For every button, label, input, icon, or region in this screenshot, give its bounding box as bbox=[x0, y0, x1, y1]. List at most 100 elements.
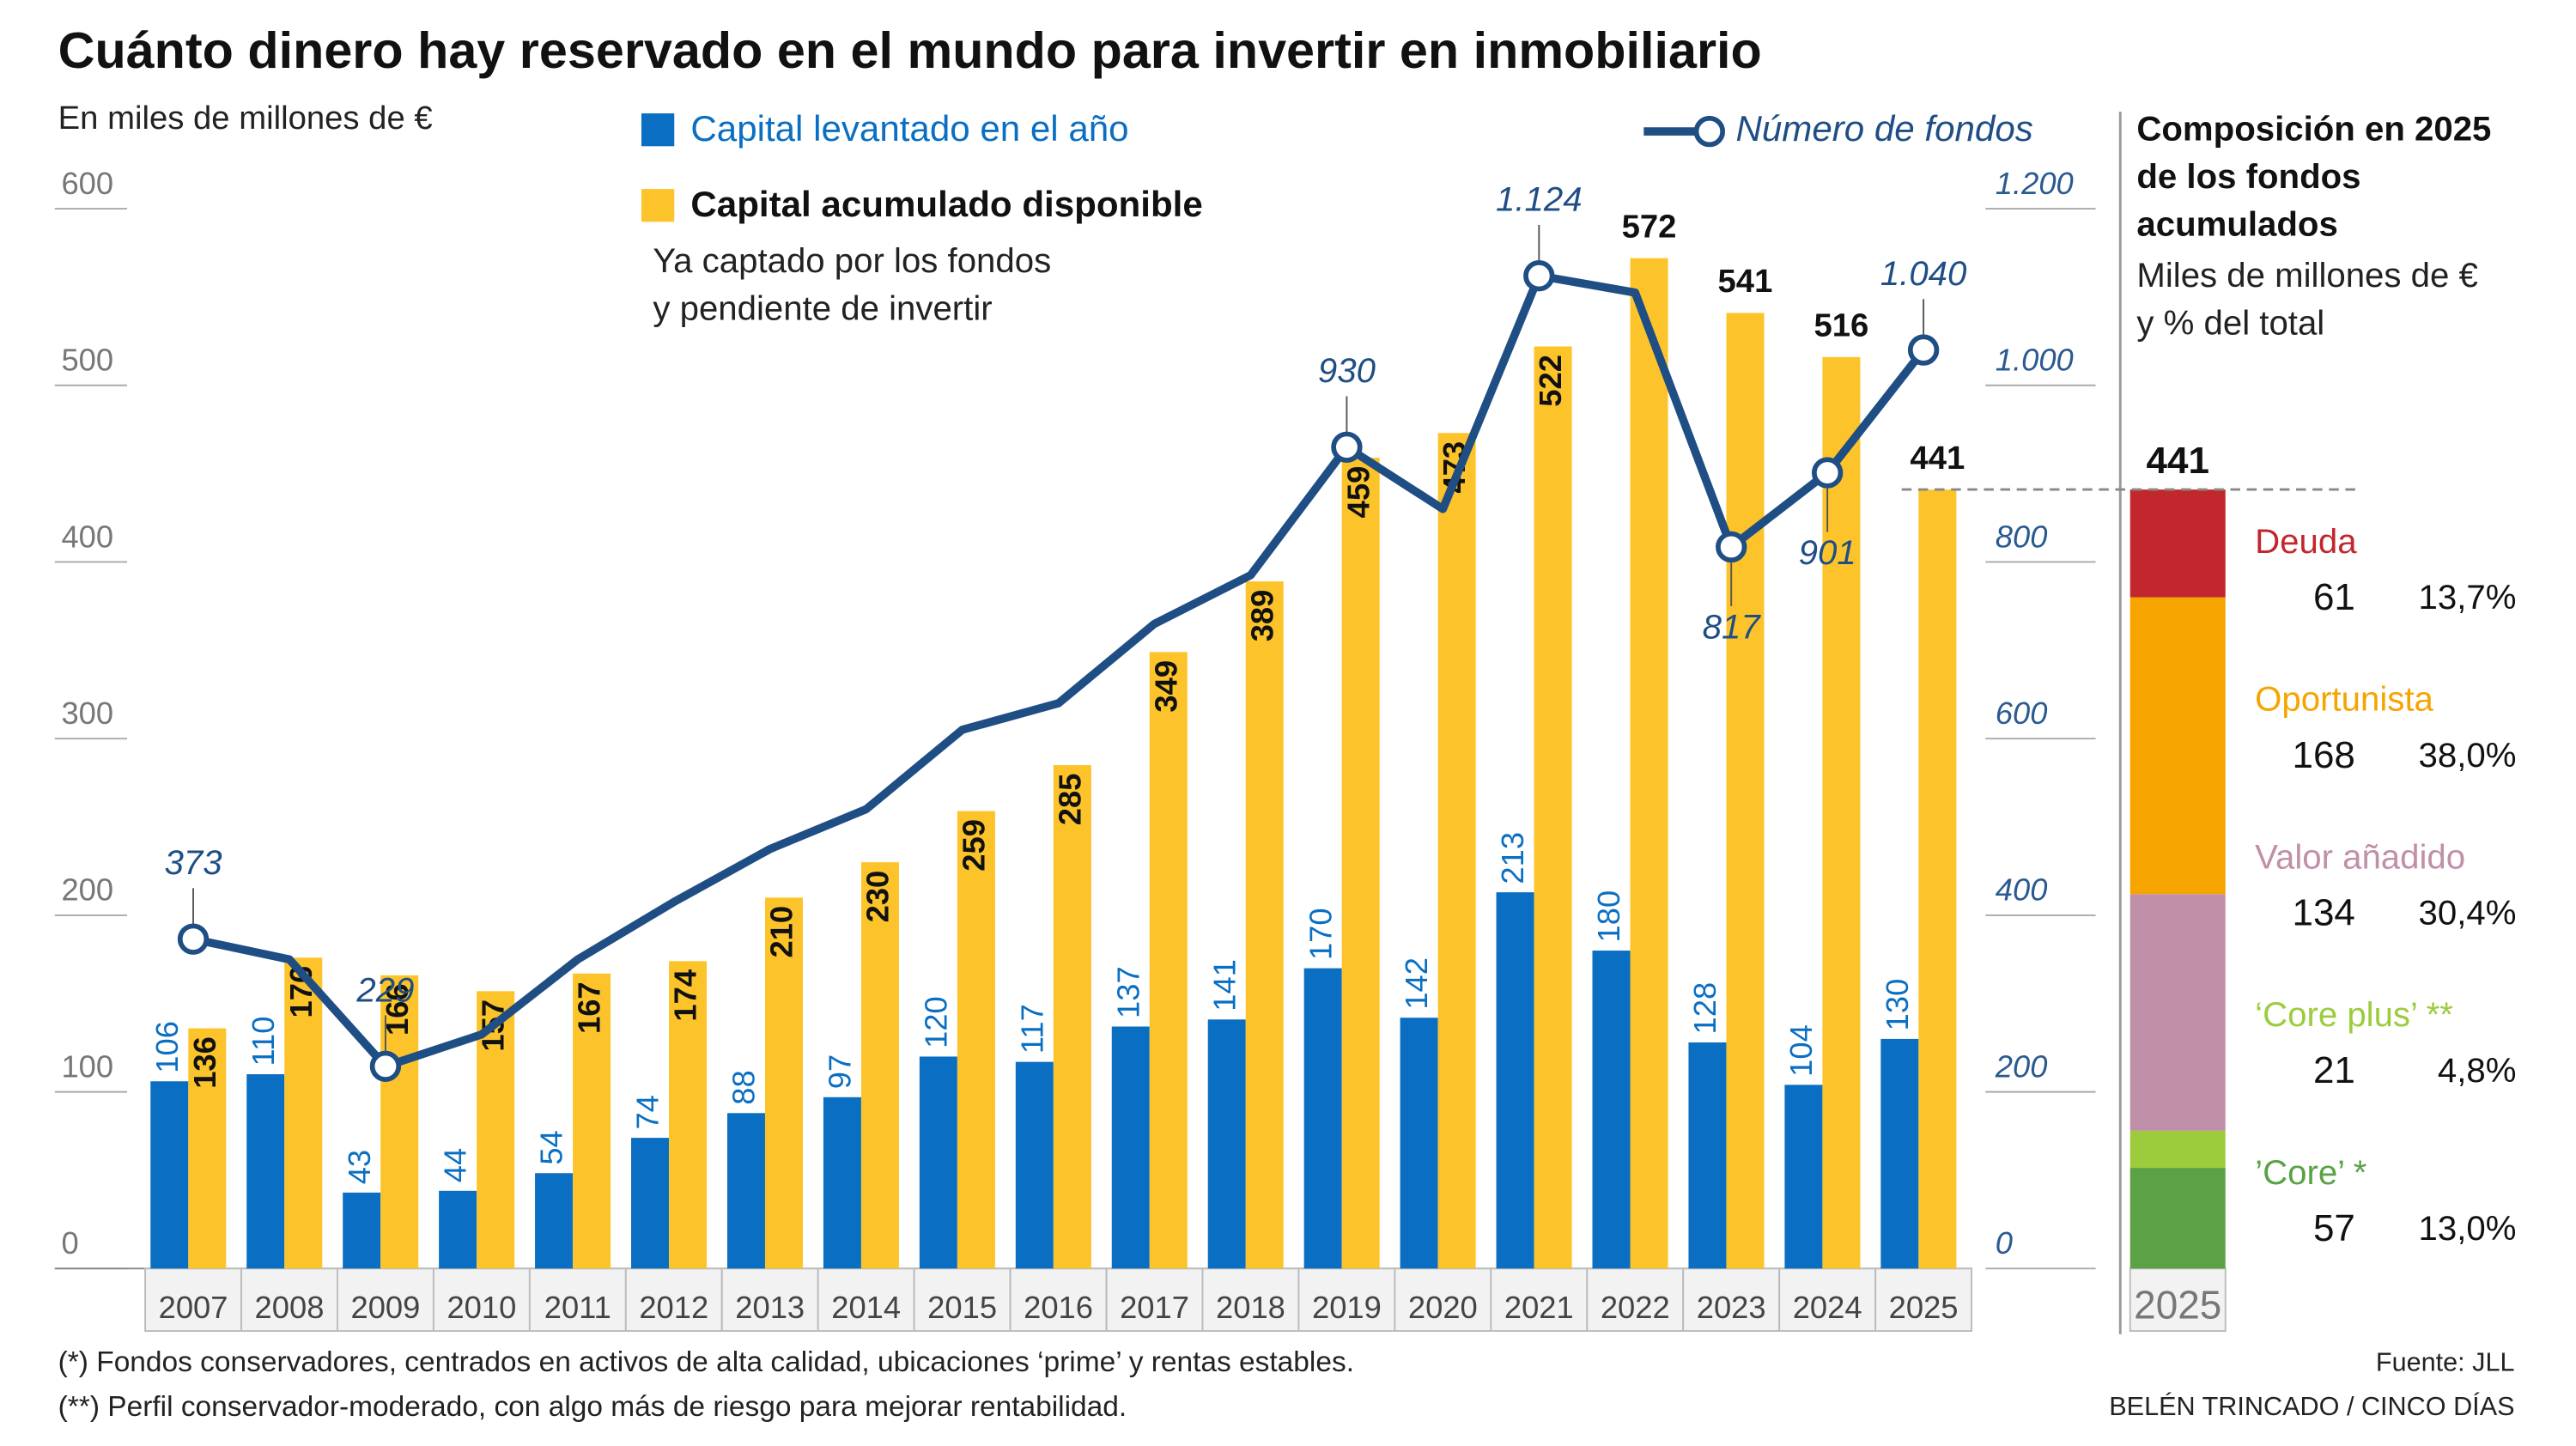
total-label: 441 bbox=[2147, 440, 2209, 482]
data-label: 120 bbox=[918, 996, 953, 1048]
y2-tick-label: 0 bbox=[1996, 1225, 2013, 1261]
data-label: 54 bbox=[534, 1130, 569, 1164]
panel-subtitle: Miles de millones de € bbox=[2136, 256, 2477, 295]
data-label: 97 bbox=[823, 1054, 858, 1089]
data-label: 259 bbox=[956, 819, 991, 872]
y-tick-label: 400 bbox=[61, 519, 113, 554]
x-tick-box bbox=[1201, 1267, 1300, 1333]
data-label: 522 bbox=[1533, 355, 1568, 407]
bar bbox=[957, 811, 995, 1269]
segment-value: 21 bbox=[2313, 1049, 2355, 1091]
x-tick-label: 2015 bbox=[927, 1290, 997, 1325]
x-tick-label: 2025 bbox=[1889, 1290, 1959, 1325]
bar bbox=[726, 1113, 765, 1269]
bar bbox=[1918, 489, 1957, 1269]
bar bbox=[380, 975, 419, 1269]
segment-share: 38,0% bbox=[2419, 736, 2517, 775]
x-tick-label: 2012 bbox=[639, 1290, 708, 1325]
data-label: 1.124 bbox=[1496, 180, 1583, 219]
bar bbox=[1630, 258, 1668, 1269]
segment-name: Deuda bbox=[2255, 522, 2357, 561]
x-tick-label: 2018 bbox=[1216, 1290, 1285, 1325]
bar bbox=[1015, 1061, 1054, 1269]
x-tick-label: 2010 bbox=[447, 1290, 516, 1325]
y-tick-label: 600 bbox=[61, 166, 113, 201]
data-label: 210 bbox=[764, 906, 799, 958]
data-label: 441 bbox=[1910, 440, 1965, 477]
data-label: 137 bbox=[1110, 966, 1145, 1018]
bar bbox=[343, 1192, 381, 1269]
bar bbox=[1111, 1026, 1150, 1269]
x-tick-label: 2019 bbox=[1312, 1290, 1382, 1325]
legend-swatch bbox=[641, 113, 675, 147]
data-label: 104 bbox=[1783, 1024, 1819, 1077]
y-tick-label: 100 bbox=[61, 1048, 113, 1084]
line-marker bbox=[369, 1050, 402, 1082]
y-axis-label: En miles de millones de € bbox=[58, 100, 433, 137]
data-label: 130 bbox=[1880, 979, 1915, 1031]
segment-share: 13,7% bbox=[2419, 578, 2517, 617]
data-label: 141 bbox=[1206, 959, 1242, 1012]
bar bbox=[1534, 346, 1572, 1269]
stack-segment bbox=[2129, 489, 2226, 598]
segment-value: 134 bbox=[2292, 892, 2354, 934]
bar bbox=[1880, 1038, 1919, 1269]
x-tick-label: 2021 bbox=[1504, 1290, 1574, 1325]
line-marker bbox=[1907, 334, 1940, 366]
line-marker bbox=[1811, 457, 1844, 489]
data-label: 213 bbox=[1495, 832, 1530, 884]
x-tick-box bbox=[1490, 1267, 1589, 1333]
bar bbox=[764, 897, 803, 1269]
data-label: 136 bbox=[187, 1036, 222, 1089]
x-tick-box bbox=[1009, 1267, 1108, 1333]
data-label: 117 bbox=[1014, 1004, 1049, 1054]
segment-share: 30,4% bbox=[2419, 894, 2517, 933]
bar bbox=[669, 961, 708, 1269]
y2-tick-label: 600 bbox=[1996, 696, 2048, 731]
y-tick-label: 200 bbox=[61, 872, 113, 908]
bar bbox=[860, 862, 899, 1269]
x-tick-label: 2014 bbox=[831, 1290, 901, 1325]
data-label: 142 bbox=[1399, 957, 1434, 1010]
data-label: 106 bbox=[149, 1021, 185, 1073]
data-label: 817 bbox=[1703, 607, 1762, 646]
stack-segment bbox=[2129, 1130, 2226, 1169]
data-label: 128 bbox=[1687, 982, 1722, 1035]
x-tick-label: 2016 bbox=[1024, 1290, 1093, 1325]
line-marker bbox=[1716, 531, 1747, 563]
bar bbox=[1496, 892, 1534, 1269]
panel-subtitle: y % del total bbox=[2136, 304, 2324, 343]
y2-tick-label: 1.000 bbox=[1996, 343, 2074, 378]
y-tick-label: 500 bbox=[61, 343, 113, 378]
data-label: 167 bbox=[572, 981, 607, 1034]
y2-tick-label: 1.200 bbox=[1996, 166, 2074, 201]
bar bbox=[246, 1074, 285, 1269]
legend-note: y pendiente de invertir bbox=[653, 289, 992, 327]
data-label: 516 bbox=[1814, 307, 1868, 343]
data-label: 285 bbox=[1052, 774, 1087, 826]
x-tick-box bbox=[1586, 1267, 1685, 1333]
x-tick-box bbox=[817, 1267, 915, 1333]
data-label: 110 bbox=[246, 1017, 281, 1066]
segment-name: ‘Core plus’ ** bbox=[2255, 995, 2453, 1034]
segment-value: 61 bbox=[2313, 576, 2355, 618]
data-label: 174 bbox=[668, 969, 703, 1021]
bar bbox=[631, 1138, 670, 1269]
data-label: 930 bbox=[1318, 351, 1376, 390]
bar bbox=[1592, 951, 1631, 1269]
bar bbox=[1053, 765, 1091, 1269]
bar bbox=[1207, 1019, 1246, 1269]
bar bbox=[919, 1056, 957, 1269]
x-tick-label: 2022 bbox=[1601, 1290, 1670, 1325]
stack-segment bbox=[2129, 894, 2226, 1131]
bar bbox=[1341, 458, 1380, 1269]
data-label: 230 bbox=[860, 871, 896, 923]
bar bbox=[535, 1173, 574, 1269]
segment-share: 13,0% bbox=[2419, 1209, 2517, 1248]
legend-label: Capital levantado en el año bbox=[690, 108, 1128, 149]
y-tick-label: 300 bbox=[61, 696, 113, 731]
footnote: (**) Perfil conservador-moderado, con al… bbox=[58, 1391, 1127, 1423]
legend-note: Ya captado por los fondos bbox=[653, 241, 1051, 280]
bar bbox=[284, 957, 323, 1269]
data-label: 43 bbox=[342, 1150, 377, 1184]
